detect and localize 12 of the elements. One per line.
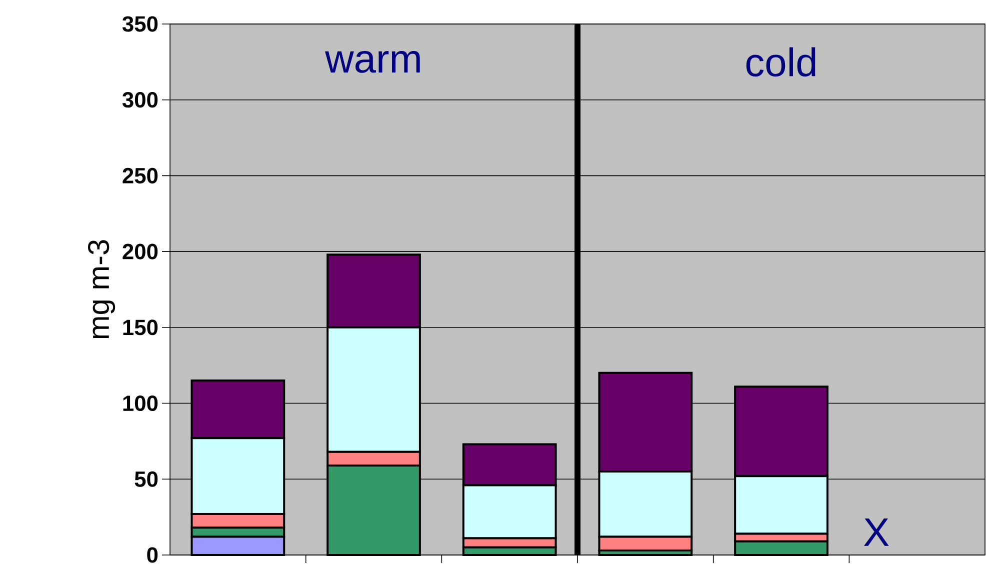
y-tick-label: 0 [147, 547, 158, 563]
y-tick-label: 350 [122, 16, 158, 32]
y-axis-title: mg m-3 [88, 240, 116, 338]
y-tick-label: 50 [134, 471, 158, 487]
annotation: X [864, 518, 889, 546]
y-tick-label: 200 [122, 244, 158, 260]
y-tick-label: 150 [123, 320, 158, 336]
annotation: cold [746, 47, 816, 77]
annotation: warm [324, 51, 420, 73]
y-tick-label: 300 [122, 92, 158, 108]
y-tick-label: 250 [122, 168, 158, 184]
y-tick-label: 100 [123, 396, 158, 412]
